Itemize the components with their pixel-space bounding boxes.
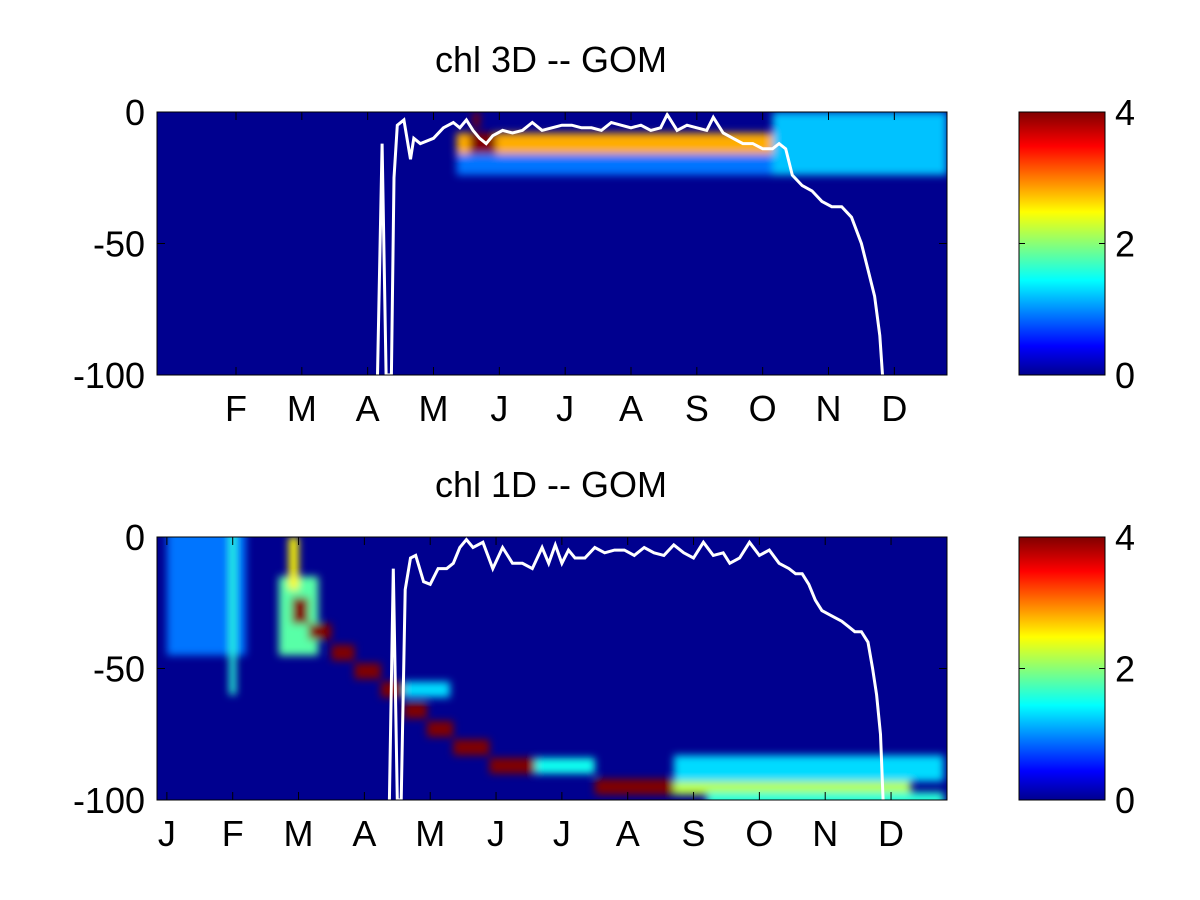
y-tick-label: -50 bbox=[93, 224, 145, 265]
heatmap-cell bbox=[331, 644, 355, 661]
colorbar-ticks-1d: 0 2 4 bbox=[1019, 517, 1135, 821]
contour-line-1d bbox=[387, 537, 885, 800]
x-tick-label: S bbox=[682, 813, 706, 854]
x-tick-label: J bbox=[158, 813, 176, 854]
x-tick-label: O bbox=[745, 813, 773, 854]
heatmap-cell bbox=[403, 681, 450, 698]
heatmap-cell bbox=[308, 623, 332, 640]
x-tick-label: J bbox=[556, 388, 574, 429]
x-tick-label: M bbox=[419, 388, 449, 429]
heatmap-cell bbox=[473, 112, 480, 128]
x-tick-label: A bbox=[616, 813, 640, 854]
x-tick-label: N bbox=[816, 388, 842, 429]
colorbar-tick-label: 4 bbox=[1115, 92, 1135, 133]
colorbar-tick-label: 4 bbox=[1115, 517, 1135, 558]
y-tick-label: -100 bbox=[73, 780, 145, 821]
x-tick-label: J bbox=[490, 388, 508, 429]
heatmap-cell bbox=[229, 537, 236, 695]
x-tick-label: M bbox=[287, 388, 317, 429]
heatmap-cells-3d bbox=[456, 112, 947, 176]
colorbar-tick-label: 2 bbox=[1115, 649, 1135, 690]
colorbar-ticks-3d: 0 2 4 bbox=[1019, 92, 1135, 396]
colorbar-1d bbox=[1018, 536, 1106, 801]
heatmap-cell bbox=[535, 757, 595, 774]
x-tick-label: M bbox=[415, 813, 445, 854]
axis-ticks-3d: F M A M J J A S O N D0-50-100 bbox=[73, 92, 947, 429]
x-tick-label: F bbox=[225, 388, 247, 429]
x-tick-label: S bbox=[685, 388, 709, 429]
heatmap-cell bbox=[291, 597, 309, 624]
x-tick-label: A bbox=[356, 388, 380, 429]
y-tick-label: -50 bbox=[93, 649, 145, 690]
x-tick-label: D bbox=[881, 388, 907, 429]
x-tick-label: A bbox=[352, 813, 376, 854]
x-tick-label: N bbox=[812, 813, 838, 854]
x-tick-label: J bbox=[487, 813, 505, 854]
heatmap-cell bbox=[673, 778, 911, 795]
heatmap-cell bbox=[456, 154, 773, 176]
x-tick-label: F bbox=[222, 813, 244, 854]
x-tick-label: J bbox=[553, 813, 571, 854]
x-tick-label: M bbox=[284, 813, 314, 854]
chart-panel-3d: chl 3D -- GOM F M A M J J A S O N D0-50-100 024 bbox=[73, 39, 1135, 429]
x-tick-label: D bbox=[878, 813, 904, 854]
heatmap-cell bbox=[288, 537, 299, 590]
y-tick-label: 0 bbox=[125, 517, 145, 558]
axis-ticks-1d: J F M A M J J A S O N D0-50-100 bbox=[73, 517, 947, 854]
colorbar-tick-label: 0 bbox=[1115, 355, 1135, 396]
chart-title-1d: chl 1D -- GOM bbox=[435, 464, 667, 505]
heatmap-cell bbox=[453, 739, 490, 756]
heatmap-cell bbox=[594, 778, 674, 795]
chart-title-3d: chl 3D -- GOM bbox=[435, 39, 667, 80]
y-tick-label: 0 bbox=[125, 92, 145, 133]
heatmap-cell bbox=[489, 757, 536, 774]
heatmap-cell bbox=[403, 702, 427, 719]
chart-panel-1d: chl 1D -- GOM J F M A M J J A S O N D0-50-100 024 bbox=[73, 464, 1135, 854]
y-tick-label: -100 bbox=[73, 355, 145, 396]
colorbar-tick-label: 2 bbox=[1115, 224, 1135, 265]
heatmap-cell bbox=[426, 721, 454, 737]
heatmap-cell bbox=[354, 663, 381, 680]
heatmap-cell bbox=[772, 112, 947, 176]
x-tick-label: A bbox=[619, 388, 643, 429]
heatmap-cell bbox=[673, 755, 944, 782]
colorbar-tick-label: 0 bbox=[1115, 780, 1135, 821]
heatmap-cells-1d bbox=[166, 537, 944, 800]
x-tick-label: O bbox=[749, 388, 777, 429]
contour-line-3d bbox=[376, 112, 884, 375]
colorbar-3d bbox=[1018, 111, 1106, 376]
